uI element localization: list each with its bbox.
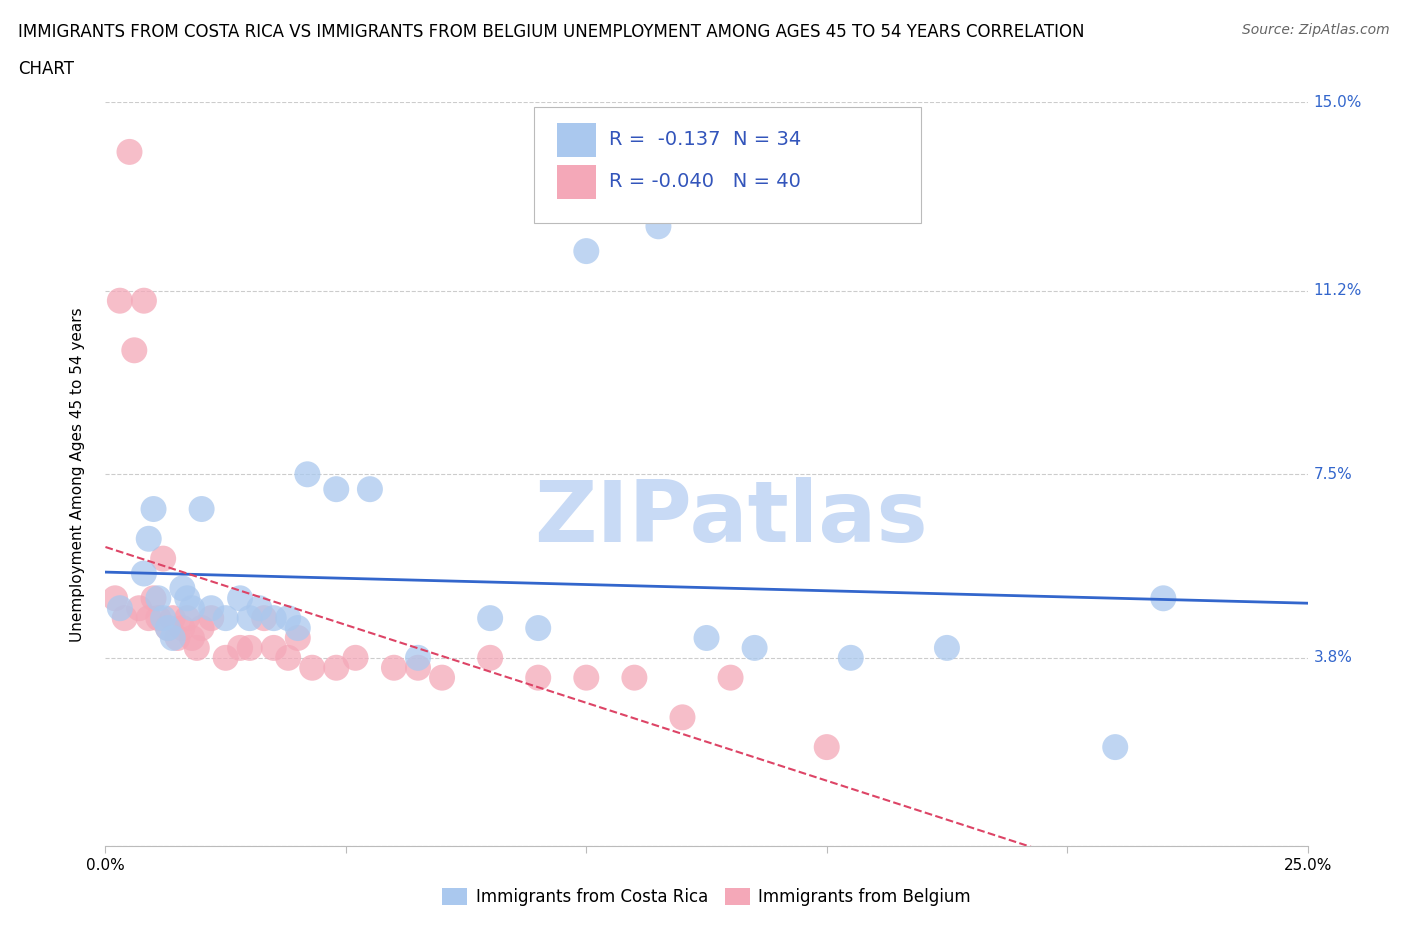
Point bbox=[181, 631, 204, 645]
Point bbox=[108, 601, 131, 616]
Point bbox=[382, 660, 405, 675]
Text: R =  -0.137  N = 34: R = -0.137 N = 34 bbox=[609, 130, 801, 150]
Point bbox=[575, 244, 598, 259]
Point bbox=[671, 710, 693, 724]
Point bbox=[696, 631, 718, 645]
Point bbox=[200, 611, 222, 626]
Text: R = -0.040   N = 40: R = -0.040 N = 40 bbox=[609, 172, 800, 192]
Point bbox=[229, 591, 252, 605]
Text: CHART: CHART bbox=[18, 60, 75, 78]
Point bbox=[936, 641, 959, 656]
Point bbox=[1152, 591, 1174, 605]
Point bbox=[815, 739, 838, 754]
Point bbox=[479, 650, 502, 665]
Point bbox=[647, 219, 669, 233]
Point bbox=[263, 611, 285, 626]
Point bbox=[214, 650, 236, 665]
Point bbox=[297, 467, 319, 482]
Point bbox=[623, 671, 645, 685]
Point bbox=[253, 611, 276, 626]
Point bbox=[148, 591, 170, 605]
Point bbox=[186, 641, 208, 656]
Text: 7.5%: 7.5% bbox=[1313, 467, 1353, 482]
Point bbox=[263, 641, 285, 656]
Point bbox=[132, 293, 155, 308]
Text: 11.2%: 11.2% bbox=[1313, 284, 1362, 299]
Point bbox=[200, 601, 222, 616]
Point bbox=[128, 601, 150, 616]
Text: ZIPatlas: ZIPatlas bbox=[534, 477, 928, 561]
Point bbox=[152, 611, 174, 626]
Point bbox=[181, 601, 204, 616]
Y-axis label: Unemployment Among Ages 45 to 54 years: Unemployment Among Ages 45 to 54 years bbox=[70, 307, 84, 642]
Text: Source: ZipAtlas.com: Source: ZipAtlas.com bbox=[1241, 23, 1389, 37]
Point bbox=[114, 611, 136, 626]
Text: 15.0%: 15.0% bbox=[1313, 95, 1362, 110]
Point bbox=[176, 591, 198, 605]
Point bbox=[406, 660, 429, 675]
Point bbox=[277, 650, 299, 665]
Legend: Immigrants from Costa Rica, Immigrants from Belgium: Immigrants from Costa Rica, Immigrants f… bbox=[436, 881, 977, 912]
Point bbox=[142, 591, 165, 605]
Text: 3.8%: 3.8% bbox=[1313, 650, 1353, 665]
Text: IMMIGRANTS FROM COSTA RICA VS IMMIGRANTS FROM BELGIUM UNEMPLOYMENT AMONG AGES 45: IMMIGRANTS FROM COSTA RICA VS IMMIGRANTS… bbox=[18, 23, 1085, 41]
Point bbox=[527, 671, 550, 685]
Point bbox=[325, 660, 347, 675]
Point bbox=[138, 611, 160, 626]
Point bbox=[156, 620, 179, 635]
Point bbox=[359, 482, 381, 497]
Point bbox=[575, 671, 598, 685]
Point bbox=[172, 620, 194, 635]
Point bbox=[166, 631, 188, 645]
Point bbox=[239, 641, 262, 656]
Point bbox=[152, 551, 174, 566]
Point bbox=[124, 343, 146, 358]
Point bbox=[479, 611, 502, 626]
Point bbox=[132, 566, 155, 581]
Point bbox=[325, 482, 347, 497]
Point bbox=[118, 144, 141, 159]
Point bbox=[744, 641, 766, 656]
Point bbox=[172, 581, 194, 596]
Point bbox=[214, 611, 236, 626]
Point bbox=[190, 620, 212, 635]
Point bbox=[527, 620, 550, 635]
Point bbox=[287, 631, 309, 645]
Point bbox=[142, 501, 165, 516]
Point bbox=[277, 611, 299, 626]
Point bbox=[406, 650, 429, 665]
Point bbox=[720, 671, 742, 685]
Point bbox=[839, 650, 862, 665]
Point bbox=[239, 611, 262, 626]
Point bbox=[176, 611, 198, 626]
Point bbox=[156, 620, 179, 635]
Point bbox=[229, 641, 252, 656]
Point bbox=[287, 620, 309, 635]
Point bbox=[162, 631, 184, 645]
Point bbox=[148, 611, 170, 626]
Point bbox=[138, 531, 160, 546]
Point bbox=[162, 611, 184, 626]
Point bbox=[1104, 739, 1126, 754]
Point bbox=[108, 293, 131, 308]
Point bbox=[344, 650, 367, 665]
Point bbox=[247, 601, 270, 616]
Point bbox=[104, 591, 127, 605]
Point bbox=[190, 501, 212, 516]
Point bbox=[301, 660, 323, 675]
Point bbox=[430, 671, 453, 685]
